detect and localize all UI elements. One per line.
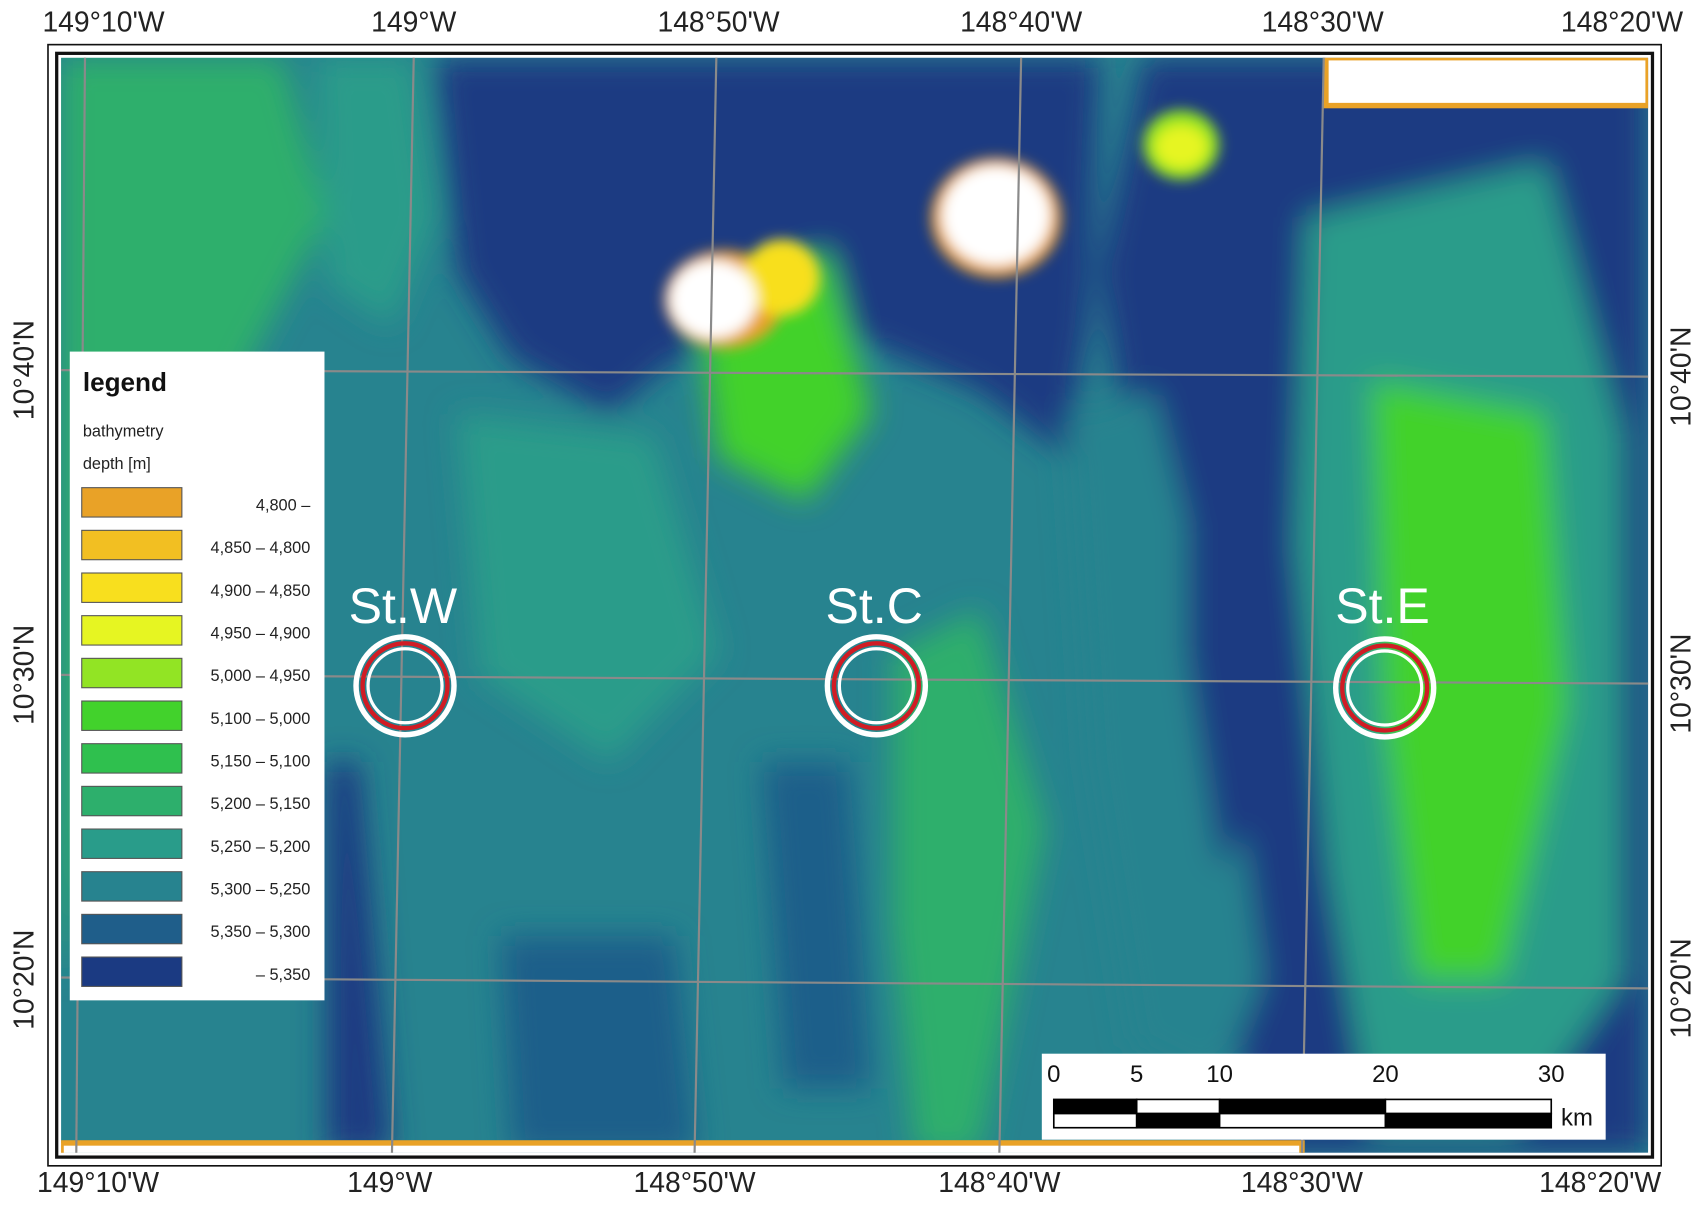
scale-segment	[1218, 1098, 1387, 1115]
scale-segment	[1052, 1098, 1138, 1115]
legend-label: 4,950 – 4,900	[211, 624, 311, 642]
top-lon-label: 148°20'W	[1561, 5, 1683, 37]
legend-label: – 5,350	[256, 966, 310, 984]
scale-segment	[1135, 1098, 1221, 1115]
scale-segment	[1384, 1098, 1553, 1115]
bottom-lon-label: 148°30'W	[1241, 1166, 1363, 1198]
scale-segment	[1135, 1112, 1221, 1129]
station-label: St.W	[349, 578, 458, 634]
top-lon-label: 149°W	[371, 5, 457, 37]
station-label: St.E	[1335, 578, 1430, 634]
legend-swatch	[81, 956, 183, 987]
legend-label: 5,000 – 4,950	[211, 667, 311, 685]
legend-label: 5,150 – 5,100	[211, 752, 311, 770]
legend-swatch	[81, 913, 183, 945]
top-lon-label: 148°40'W	[960, 5, 1082, 37]
scale-bar: 0 5 10 20 30 km	[1041, 1053, 1606, 1140]
right-lat-label: 10°20'N	[1664, 938, 1696, 1038]
station-ring	[824, 634, 929, 738]
scale-tick-label: 20	[1372, 1061, 1399, 1088]
legend-label: 4,800 –	[256, 496, 311, 514]
station-ring	[366, 647, 444, 725]
top-lon-label: 148°50'W	[657, 5, 779, 37]
left-lat-label: 10°30'N	[8, 625, 40, 725]
top-lon-label: 149°10'W	[42, 5, 164, 37]
scale-segment	[1384, 1112, 1553, 1129]
overlay: 149°10'W 149°W 148°50'W 148°40'W 148°30'W 148…	[8, 5, 1697, 1197]
legend-swatch	[81, 828, 183, 859]
bottom-lon-label: 148°40'W	[938, 1166, 1060, 1198]
left-lat-label: 10°40'N	[8, 320, 40, 420]
legend-label: 5,300 – 5,250	[211, 881, 311, 899]
station-ring	[831, 641, 921, 731]
legend-swatch	[81, 615, 183, 646]
bottom-lon-label: 148°20'W	[1539, 1166, 1661, 1198]
legend-label: 5,200 – 5,150	[211, 795, 311, 813]
legend: legend bathymetry depth [m] 4,800 – 4,850 – …	[69, 351, 325, 1001]
legend-swatch	[81, 785, 183, 817]
right-lat-label: 10°40'N	[1664, 327, 1696, 427]
bottom-lon-label: 149°W	[347, 1166, 433, 1198]
legend-swatch	[81, 529, 183, 561]
bottom-lon-label: 149°10'W	[37, 1166, 159, 1198]
outer-frame	[47, 43, 1663, 1167]
scale-segment	[1218, 1112, 1387, 1129]
legend-swatch	[81, 657, 183, 689]
map-frame	[55, 51, 1655, 1159]
legend-swatch	[81, 871, 183, 902]
top-lon-label: 148°30'W	[1262, 5, 1384, 37]
legend-swatch	[81, 487, 183, 518]
legend-label: 4,850 – 4,800	[211, 539, 311, 557]
legend-label: 5,250 – 5,200	[211, 838, 311, 856]
right-lat-label: 10°30'N	[1664, 634, 1696, 734]
legend-label: 4,900 – 4,850	[211, 582, 311, 600]
legend-swatch	[81, 572, 183, 603]
bathymetry	[61, 57, 1649, 1153]
station-ring	[837, 647, 916, 725]
scale-tick-label: 10	[1206, 1061, 1233, 1088]
legend-title: legend	[83, 367, 167, 397]
graticule	[61, 57, 1649, 1153]
station-ring	[1340, 643, 1430, 733]
station-ring	[360, 641, 450, 731]
left-lat-label: 10°20'N	[8, 930, 40, 1030]
scale-tick-label: 30	[1538, 1061, 1565, 1088]
station-label: St.C	[825, 578, 922, 634]
legend-label: 5,100 – 5,000	[211, 710, 311, 728]
scale-segment	[1052, 1112, 1138, 1129]
legend-swatch	[81, 743, 183, 774]
legend-subtitle: bathymetry	[83, 422, 165, 440]
legend-swatch	[81, 700, 183, 731]
station-ring	[353, 634, 457, 738]
legend-unit: depth [m]	[83, 455, 151, 473]
station-ring	[1346, 649, 1424, 727]
scale-unit: km	[1561, 1104, 1593, 1131]
scale-tick-label: 0	[1047, 1061, 1060, 1088]
bottom-lon-label: 148°50'W	[634, 1166, 756, 1198]
legend-label: 5,350 – 5,300	[211, 923, 311, 941]
station-ring	[1332, 636, 1437, 740]
scale-tick-label: 5	[1130, 1061, 1143, 1088]
